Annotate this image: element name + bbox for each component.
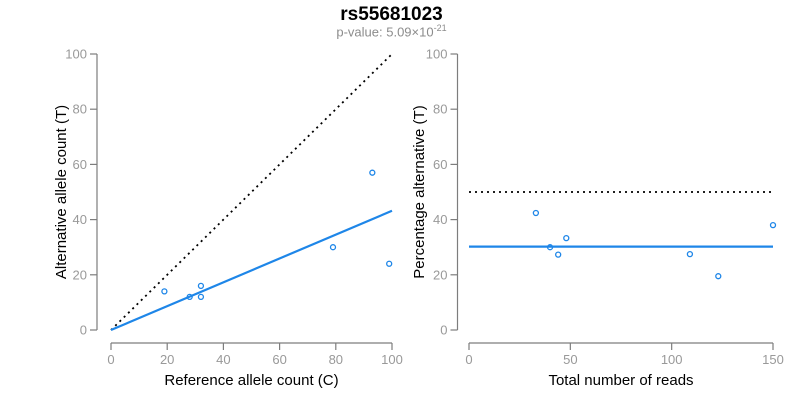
data-point (386, 260, 393, 267)
x-tick-label: 100 (661, 352, 683, 367)
data-point (329, 244, 337, 251)
y-tick-label: 100 (65, 47, 87, 62)
pvalue-text: p-value: 5.09×10 (336, 24, 434, 40)
x-tick-label: 100 (381, 352, 403, 367)
pvalue-exponent: -21 (433, 23, 447, 33)
data-point (369, 169, 376, 176)
y-axis-label: Alternative allele count (T) (53, 105, 70, 279)
data-point (197, 293, 205, 301)
y-axis-label: Percentage alternative (T) (411, 105, 428, 278)
fit-line (110, 209, 393, 332)
plot-subtitle: p-value: 5.09×10-21 (0, 23, 783, 40)
x-axis-label: Reference allele count (C) (164, 372, 338, 389)
data-point (769, 221, 777, 229)
y-tick-label: 80 (73, 102, 87, 117)
x-tick-label: 50 (563, 352, 577, 367)
data-point (686, 250, 694, 258)
x-tick-label: 40 (216, 352, 230, 367)
y-tick-label: 20 (73, 267, 87, 282)
x-tick-label: 0 (465, 352, 472, 367)
x-axis-label: Total number of reads (548, 372, 693, 389)
y-tick-label: 40 (433, 212, 447, 227)
left-plot: 0 20 40 60 80 100 0 20 40 60 80 100 Reference allele… (53, 47, 403, 390)
data-point (161, 288, 168, 295)
x-tick-label: 0 (107, 352, 114, 367)
data-point (555, 251, 562, 258)
x-tick-label: 80 (329, 352, 343, 367)
y-tick-label: 100 (426, 47, 448, 62)
y-tick-label: 60 (73, 157, 87, 172)
plot-title: rs55681023 (340, 4, 443, 25)
data-point (563, 234, 570, 242)
y-tick-label: 0 (440, 323, 447, 338)
y-tick-label: 40 (73, 212, 87, 227)
y-tick-label: 20 (433, 267, 447, 282)
data-point (715, 273, 722, 280)
y-tick-label: 0 (80, 323, 87, 338)
right-plot: 0 20 40 60 80 100 0 50 100 150 Total number of rea… (411, 47, 784, 390)
x-tick-label: 60 (272, 352, 286, 367)
y-tick-label: 60 (433, 157, 447, 172)
x-tick-label: 20 (160, 352, 174, 367)
data-point (532, 209, 540, 217)
data-point (197, 282, 205, 289)
identity-line (110, 53, 393, 331)
y-tick-label: 80 (433, 102, 447, 117)
x-tick-label: 150 (762, 352, 784, 367)
